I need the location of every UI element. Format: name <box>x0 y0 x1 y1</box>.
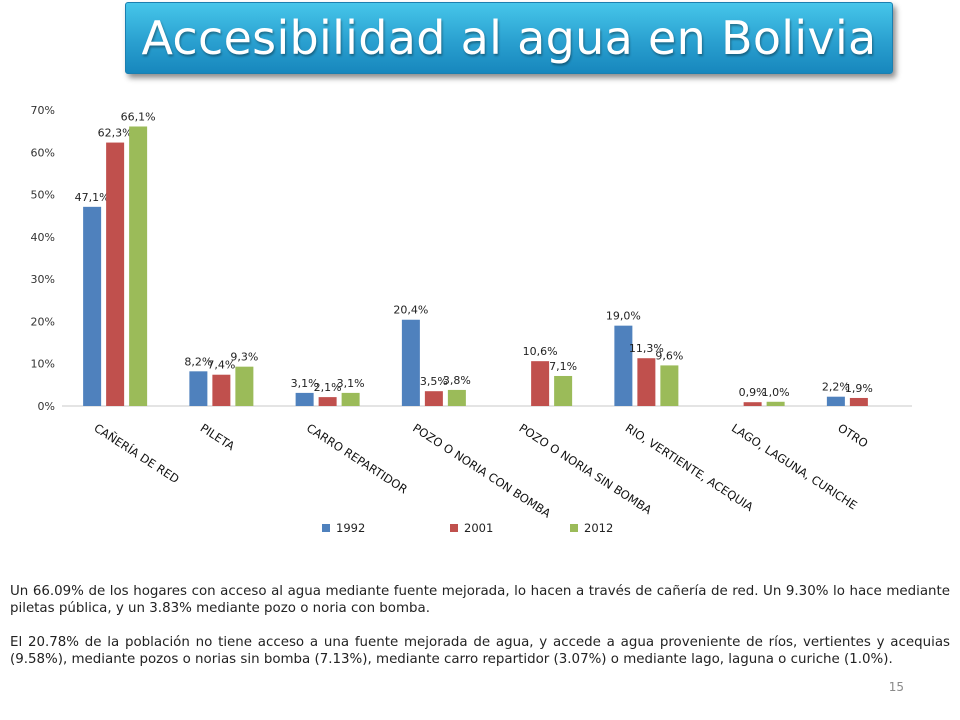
y-tick-label: 40% <box>31 231 55 244</box>
data-label: 7,1% <box>549 360 577 373</box>
category-label: OTRO <box>835 421 870 451</box>
y-tick-label: 50% <box>31 189 55 202</box>
data-label: 0,9% <box>739 386 767 399</box>
data-label: 3,1% <box>337 377 365 390</box>
title-banner: Accesibilidad al agua en Bolivia <box>125 2 893 74</box>
data-label: 9,6% <box>655 349 683 362</box>
bar-1992 <box>83 206 102 406</box>
summary-paragraph-2: El 20.78% de la población no tiene acces… <box>10 635 950 667</box>
bar-2001 <box>531 361 550 406</box>
bar-2012 <box>129 126 148 406</box>
bar-2012 <box>660 365 679 406</box>
bar-2001 <box>743 402 762 406</box>
bar-2012 <box>447 389 466 406</box>
data-label: 9,3% <box>230 351 258 364</box>
data-label: 19,0% <box>606 310 641 323</box>
page-number: 15 <box>888 680 904 694</box>
bar-1992 <box>189 371 208 406</box>
data-label: 2,1% <box>314 381 342 394</box>
y-tick-label: 60% <box>31 146 55 159</box>
y-tick-label: 20% <box>31 315 55 328</box>
data-label: 7,4% <box>207 359 235 372</box>
data-label: 47,1% <box>75 191 110 204</box>
data-label: 62,3% <box>98 127 133 140</box>
y-tick-label: 10% <box>31 358 55 371</box>
bar-1992 <box>295 392 314 406</box>
legend-label: 1992 <box>336 521 365 535</box>
data-label: 3,5% <box>420 375 448 388</box>
bar-1992 <box>614 325 633 406</box>
bar-2012 <box>766 401 785 406</box>
bar-2001 <box>849 397 868 406</box>
bar-2001 <box>637 358 656 406</box>
category-label: CAÑERÍA DE RED <box>91 420 182 486</box>
bar-1992 <box>826 396 845 406</box>
bar-1992 <box>401 319 420 406</box>
data-label: 3,1% <box>291 377 319 390</box>
data-label: 20,4% <box>393 304 428 317</box>
data-label: 2,2% <box>822 381 850 394</box>
legend-label: 2012 <box>584 521 613 535</box>
page-title: Accesibilidad al agua en Bolivia <box>141 11 877 65</box>
summary-paragraph-1: Un 66.09% de los hogares con acceso al a… <box>10 584 950 616</box>
data-label: 8,2% <box>184 355 212 368</box>
bar-chart: 0% 10% 20% 30% 40% 50% 60% 70% 47,1% 8,2% 3,1% 20,4… <box>31 104 912 535</box>
data-label: 1,0% <box>762 386 790 399</box>
bar-2012 <box>554 375 573 406</box>
legend-swatch <box>322 524 330 532</box>
legend-swatch <box>570 524 578 532</box>
category-label: PILETA <box>198 421 238 454</box>
bar-2001 <box>106 142 125 406</box>
data-label: 1,9% <box>845 382 873 395</box>
bar-2012 <box>341 392 360 406</box>
category-label: CARRO REPARTIDOR <box>304 421 410 497</box>
bar-2012 <box>235 366 254 406</box>
legend-label: 2001 <box>464 521 493 535</box>
data-label: 10,6% <box>523 345 558 358</box>
data-label: 3,8% <box>443 374 471 387</box>
legend-swatch <box>450 524 458 532</box>
bar-2001 <box>318 397 337 406</box>
data-label: 11,3% <box>629 342 664 355</box>
y-tick-label: 0% <box>38 400 55 413</box>
bar-2001 <box>212 374 231 406</box>
y-tick-label: 70% <box>31 104 55 117</box>
data-label: 66,1% <box>121 110 156 123</box>
bar-2001 <box>424 391 443 406</box>
y-tick-label: 30% <box>31 273 55 286</box>
